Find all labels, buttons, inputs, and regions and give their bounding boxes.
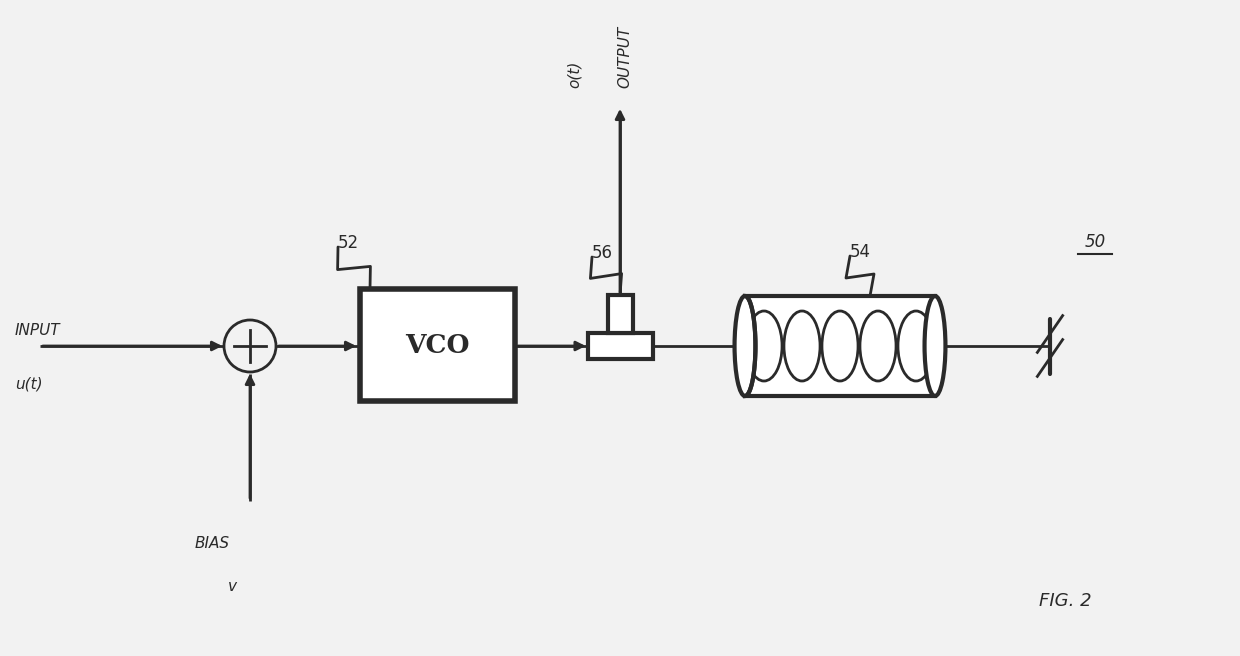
Ellipse shape [925,296,945,396]
Text: o(t): o(t) [567,60,582,88]
Text: VCO: VCO [405,333,470,358]
Bar [608,295,632,333]
Text: INPUT: INPUT [15,323,61,338]
Ellipse shape [861,311,897,381]
Ellipse shape [734,296,755,396]
Text: u(t): u(t) [15,376,42,391]
Text: v: v [228,579,237,594]
Ellipse shape [822,311,858,381]
Ellipse shape [746,311,782,381]
Bar [360,289,515,401]
Text: 56: 56 [591,244,613,262]
Text: 54: 54 [849,243,870,261]
Text: 50: 50 [1084,233,1106,251]
Ellipse shape [784,311,820,381]
Text: 52: 52 [339,234,360,252]
Ellipse shape [898,311,934,381]
Bar [588,333,652,359]
Bar [745,296,935,396]
Text: OUTPUT: OUTPUT [618,26,632,88]
Text: BIAS: BIAS [195,536,229,551]
Text: FIG. 2: FIG. 2 [1039,592,1091,610]
